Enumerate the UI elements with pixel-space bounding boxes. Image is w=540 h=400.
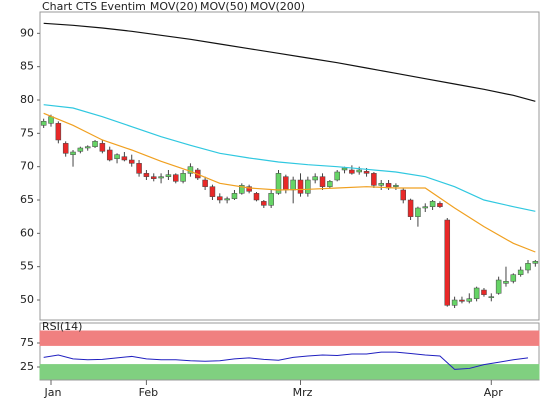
candle-body [393,185,399,187]
candle-body [275,173,282,194]
candle-body [305,179,311,194]
candle-body [209,186,216,197]
candle-body [128,159,135,164]
candle-body [158,176,164,179]
candle-body [451,299,458,306]
candle-body [356,169,362,173]
candle-body [106,149,113,161]
candle-body [84,146,91,149]
candle-body [62,143,69,154]
candle-body [444,219,451,306]
candle-body [231,193,238,199]
candle-body [239,185,245,194]
rsi-band [39,330,540,346]
candle-body [143,173,150,177]
chart-title: Chart CTS Eventim [42,0,146,13]
candle-body [488,296,495,298]
candle-body [180,173,186,182]
candle-body [165,174,172,177]
candle-body [378,183,384,186]
candle-body [224,198,230,201]
y-tick-label: 80 [20,93,34,106]
candle-body [283,176,289,191]
candle-body [77,147,84,152]
moving-average [43,112,536,253]
candle-body [99,143,106,152]
candle-body [459,299,465,302]
candle-body [253,193,260,201]
candle-body [173,174,179,182]
y-tick-label: 75 [20,126,34,139]
legend-entry: MOV(200) [250,0,305,13]
candle-body [40,121,47,126]
candle-body [92,141,98,147]
candle-body [290,179,296,191]
candle-body [114,154,120,159]
candle-body [136,163,142,174]
candle-body [532,261,539,264]
candle-body [334,171,340,181]
candle-body [400,189,406,201]
candle-body [407,199,414,217]
candle-body [429,201,436,207]
candle-body [327,181,333,187]
main-frame [39,11,540,321]
candle-body [363,171,370,174]
candle-body [150,176,157,179]
candle-body [437,203,443,207]
y-tick-label: 75 [20,336,34,349]
y-tick-label: 50 [20,293,34,306]
candle-body [297,179,304,194]
candle-body [517,269,524,275]
candle-body [422,206,429,209]
candle-body [349,169,355,174]
y-tick-label: 70 [20,160,34,173]
candle-body [510,274,517,282]
legend-entry: MOV(50) [200,0,248,13]
candle-body [202,179,208,187]
y-tick-label: 85 [20,60,34,73]
x-tick-label: Jan [44,386,62,399]
y-tick-label: 60 [20,226,34,239]
candle-body [261,201,267,206]
candle-body [121,156,128,161]
x-tick-label: Feb [139,386,158,399]
candle-body [246,186,252,192]
candle-body [503,281,509,284]
candle-body [217,196,223,201]
rsi-band [39,364,540,380]
candle-body [312,176,318,181]
y-tick-label: 90 [20,26,34,39]
moving-average [43,22,536,102]
x-tick-label: Apr [484,386,504,399]
candle-body [481,289,487,295]
candle-body [371,173,377,186]
x-tick-label: Mrz [293,386,313,399]
candle-body [525,263,531,271]
y-tick-label: 25 [20,360,34,373]
candle-body [473,287,480,299]
rsi-title: RSI(14) [42,320,82,333]
candle-body [55,123,62,141]
candle-body [466,298,473,302]
candle-body [415,207,421,217]
y-tick-label: 65 [20,193,34,206]
y-tick-label: 55 [20,260,34,273]
candle-body [70,151,76,155]
candle-body [268,193,274,206]
moving-average [43,104,536,212]
candle-body [319,176,326,187]
candle-body [341,167,348,171]
rsi-line [43,351,529,370]
candle-body [495,279,502,294]
legend-entry: MOV(20) [150,0,198,13]
